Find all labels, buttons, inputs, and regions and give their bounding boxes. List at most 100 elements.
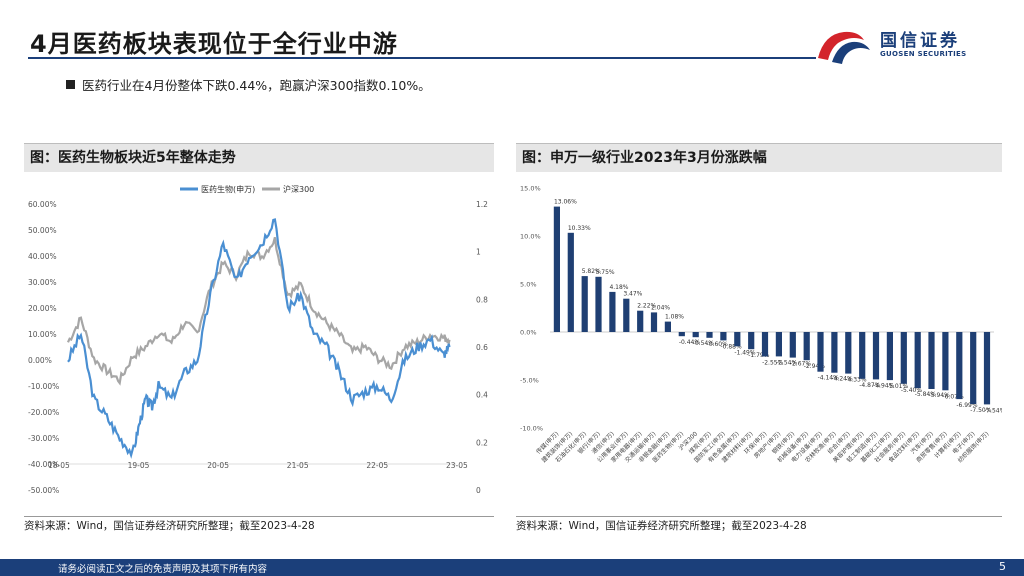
page-title: 4月医药板块表现位于全行业中游 — [30, 30, 398, 58]
bar-1 — [567, 232, 574, 332]
bar-25 — [900, 332, 907, 384]
brand-logo: 国信证券 GUOSEN SECURITIES — [814, 22, 994, 66]
data-label-5: 3.47% — [623, 291, 642, 298]
data-label-2: 5.82% — [582, 268, 601, 275]
y-tick-label: 5.0% — [520, 281, 537, 289]
bar-22 — [859, 332, 866, 379]
x-tick-label: 20-05 — [207, 461, 229, 470]
bar-11 — [706, 332, 713, 338]
data-label-28: -6.07% — [942, 393, 964, 400]
logo-english-name: GUOSEN SECURITIES — [880, 50, 967, 58]
bar-3 — [595, 276, 602, 332]
chart-legend: 医药生物(申万) 沪深300 — [180, 184, 314, 194]
bar-8 — [664, 321, 671, 332]
y-left-tick-label: 0.00% — [28, 356, 52, 365]
data-label-12: -0.88% — [720, 343, 742, 350]
y-left-tick-label: 60.00% — [28, 200, 57, 209]
footer-disclaimer: 请务必阅读正文之后的免责声明及其项下所有内容 — [58, 564, 268, 575]
data-label-20: -4.24% — [831, 376, 853, 383]
series-line-hs300 — [66, 237, 451, 386]
bar-28 — [942, 332, 949, 391]
y-right-tick-label: 0.6 — [476, 343, 488, 352]
x-tick-label: 21-05 — [287, 461, 309, 470]
x-tick-label: 22-05 — [366, 461, 388, 470]
summary-bullet: 医药行业在4月份整体下跌0.44%，跑赢沪深300指数0.10%。 — [82, 78, 431, 93]
bullet-square-icon — [66, 80, 75, 89]
title-divider — [28, 57, 816, 59]
bar-12 — [720, 332, 727, 341]
left-source-note: 资料来源：Wind，国信证券经济研究所整理；截至2023-4-28 — [24, 516, 494, 534]
bar-10 — [692, 332, 699, 338]
bar-31 — [983, 332, 991, 405]
data-label-29: -6.99% — [956, 402, 978, 409]
bar-16 — [775, 332, 782, 357]
y-left-tick-label: 50.00% — [28, 226, 57, 235]
bar-0 — [553, 206, 560, 332]
bar-2 — [581, 276, 588, 332]
data-label-21: -4.33% — [845, 377, 867, 384]
data-label-23: -4.94% — [873, 382, 895, 389]
bar-27 — [928, 332, 935, 389]
y-right-tick-label: 1.2 — [476, 200, 488, 209]
bar-18 — [803, 332, 810, 361]
bar-19 — [817, 332, 824, 372]
bar-26 — [914, 332, 921, 389]
data-label-11: -0.60% — [707, 341, 729, 348]
legend-label-0: 医药生物(申万) — [201, 184, 255, 194]
y-tick-label: 10.0% — [520, 233, 541, 241]
data-label-15: -2.55% — [762, 359, 784, 366]
y-tick-label: -10.0% — [520, 425, 543, 433]
bar-29 — [956, 332, 963, 400]
y-left-tick-label: -40.00% — [28, 460, 59, 469]
data-label-8: 1.08% — [665, 314, 684, 321]
data-label-31: -7.54% — [984, 407, 1002, 414]
y-left-tick-label: 10.00% — [28, 330, 57, 339]
data-label-13: -1.49% — [734, 349, 756, 356]
bar-23 — [872, 332, 880, 380]
y-right-tick-label: 0.8 — [476, 295, 488, 304]
data-label-16: -2.54% — [776, 359, 798, 366]
y-left-tick-label: -30.00% — [28, 434, 59, 443]
bar-9 — [678, 332, 685, 337]
right-source-note: 资料来源：Wind，国信证券经济研究所整理；截至2023-4-28 — [516, 516, 1002, 534]
data-label-18: -2.94% — [804, 363, 826, 370]
data-label-19: -4.14% — [818, 375, 840, 382]
x-tick-label: 18-05 — [48, 461, 70, 470]
data-label-7: 2.04% — [651, 304, 670, 311]
guosen-logo-icon — [818, 31, 870, 64]
bar-30 — [970, 332, 977, 404]
y-left-tick-label: -10.00% — [28, 382, 59, 391]
y-tick-label: 0.0% — [520, 329, 537, 337]
bar-20 — [831, 332, 838, 373]
data-label-6: 2.22% — [637, 303, 656, 310]
y-tick-label: 15.0% — [520, 185, 541, 193]
y-left-tick-label: 40.00% — [28, 252, 57, 261]
bar-4 — [609, 291, 616, 332]
bar-24 — [886, 332, 893, 381]
data-label-30: -7.50% — [970, 407, 992, 414]
data-label-3: 5.75% — [596, 269, 615, 276]
left-chart-title: 图：医药生物板块近5年整体走势 — [24, 143, 494, 172]
data-label-22: -4.87% — [859, 382, 881, 389]
bar-6 — [637, 310, 644, 332]
bar-17 — [789, 332, 796, 358]
industry-bar-chart: 15.0%10.0%5.0%0.0%-5.0%-10.0%13.06%传媒(申万… — [520, 185, 1002, 465]
data-label-9: -0.44% — [679, 339, 701, 346]
data-label-1: 10.33% — [568, 225, 591, 232]
bar-7 — [650, 312, 658, 332]
data-label-24: -5.01% — [887, 383, 909, 390]
data-label-10: -0.54% — [693, 340, 715, 347]
bar-21 — [845, 332, 852, 374]
data-label-4: 4.18% — [609, 284, 628, 291]
logo-chinese-name: 国信证券 — [880, 31, 960, 51]
y-left-tick-label: -50.00% — [28, 486, 59, 495]
data-label-0: 13.06% — [554, 199, 577, 206]
y-tick-label: -5.0% — [520, 377, 539, 385]
trend-line-chart: 医药生物(申万) 沪深300 60.00% 50.00% 40.00% 30.00% 20.… — [28, 184, 488, 495]
bar-5 — [623, 298, 630, 332]
legend-label-1: 沪深300 — [283, 184, 314, 194]
x-tick-label: 23-05 — [446, 461, 468, 470]
bar-15 — [761, 332, 769, 357]
y-left-tick-label: 30.00% — [28, 278, 57, 287]
y-right-tick-label: 0.4 — [476, 391, 488, 400]
